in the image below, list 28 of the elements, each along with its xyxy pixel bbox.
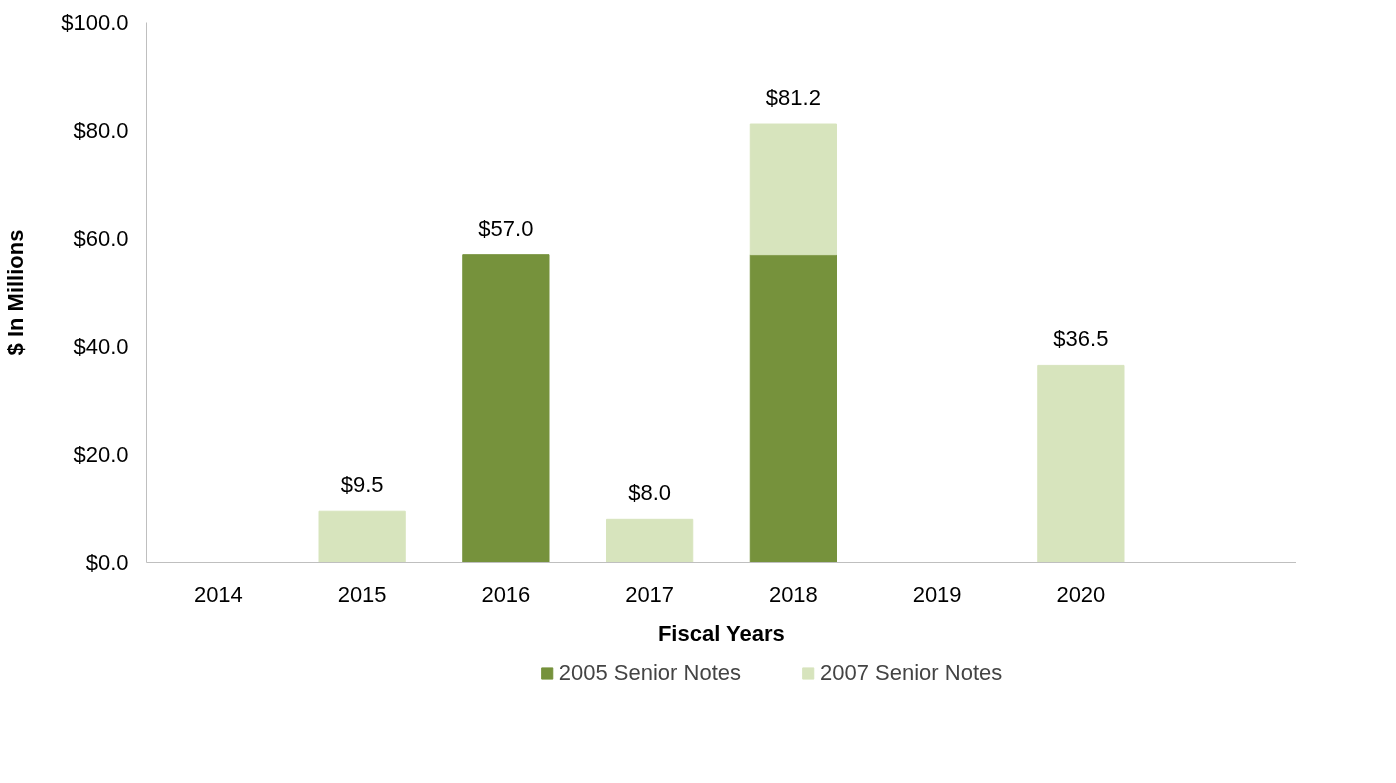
y-tick-label: $20.0 (73, 442, 129, 467)
x-tick-label: 2019 (912, 581, 962, 607)
total-label: $57.0 (478, 215, 534, 241)
bar (462, 254, 550, 563)
x-tick-label: 2018 (768, 581, 818, 607)
y-tick-label: $40.0 (73, 334, 129, 359)
bar (1037, 364, 1125, 563)
bar (749, 123, 837, 256)
x-tick-label: 2015 (337, 581, 387, 607)
x-tick-label: 2020 (1056, 581, 1106, 607)
total-label: $8.0 (628, 480, 672, 506)
y-tick-label: $60.0 (73, 226, 129, 251)
legend-label: 2005 Senior Notes (558, 660, 741, 686)
total-label: $9.5 (340, 472, 384, 498)
y-axis-title: $ In Millions (3, 229, 29, 356)
x-tick-label: 2016 (481, 581, 531, 607)
y-tick-label: $100.0 (61, 10, 129, 35)
y-tick-label: $80.0 (73, 118, 129, 143)
x-axis-title: Fiscal Years (657, 620, 785, 646)
x-tick-label: 2014 (193, 581, 243, 607)
legend-label: 2007 Senior Notes (820, 660, 1003, 686)
total-label: $36.5 (1053, 326, 1109, 352)
bar (318, 510, 406, 563)
bar (606, 518, 694, 563)
x-tick-label: 2017 (625, 581, 675, 607)
total-label: $81.2 (765, 85, 821, 111)
bar (749, 254, 837, 563)
y-tick-label: $0.0 (85, 550, 129, 575)
